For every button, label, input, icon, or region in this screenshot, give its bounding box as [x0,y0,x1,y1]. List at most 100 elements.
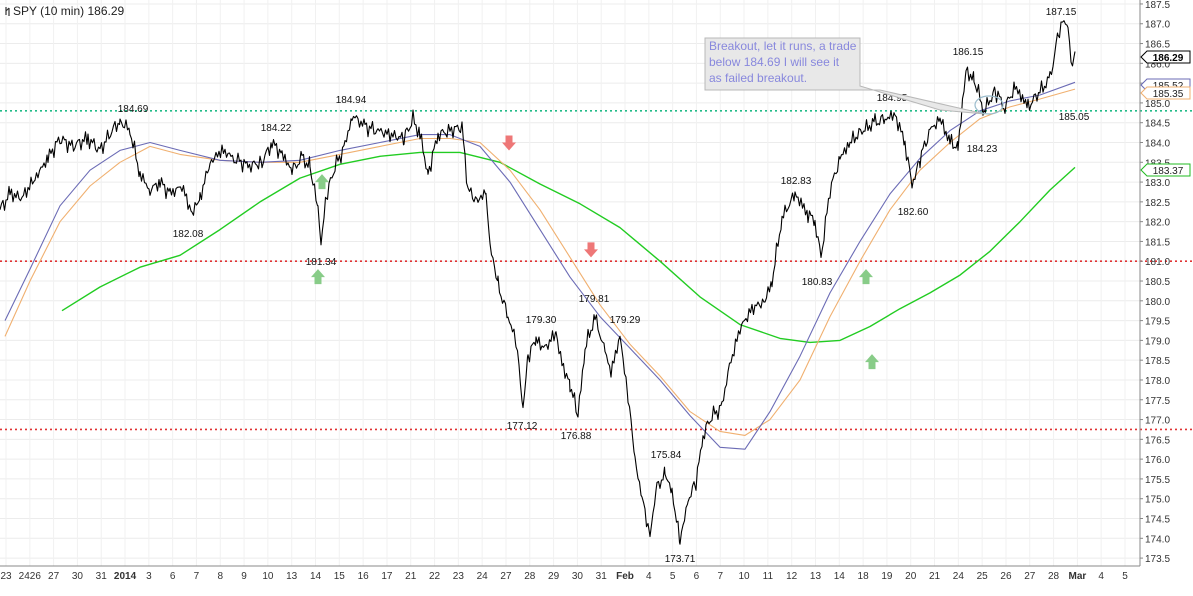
x-tick-label: 17 [381,571,393,582]
price-label: 186.15 [953,47,984,58]
x-tick-label: 29 [548,571,560,582]
x-tick-label: 6 [694,571,700,582]
price-label: 184.22 [261,123,292,134]
y-tick-label: 177.5 [1145,396,1170,407]
arrows [311,135,879,370]
series-price [0,20,1076,545]
x-tick-label: 3 [146,571,152,582]
y-tick-label: 187.5 [1145,0,1170,11]
x-tick-label: 11 [763,571,774,582]
y-tick-label: 179.5 [1145,317,1170,328]
price-label: 187.15 [1046,7,1077,18]
x-tick-label: 14 [310,571,322,582]
price-label: 179.81 [579,294,610,305]
annotation-bubble [704,37,986,115]
x-tick-label: 21 [929,571,941,582]
x-tick-label: 27 [1024,571,1036,582]
y-tick-label: 179.0 [1145,336,1170,347]
y-tick-label: 185.0 [1145,99,1170,110]
x-tick-label: 10 [739,571,751,582]
y-tick-label: 182.0 [1145,218,1170,229]
price-label: 179.29 [610,315,641,326]
x-tick-label: 24 [477,571,489,582]
y-tick-label: 176.0 [1145,455,1170,466]
x-tick-label: 14 [834,571,846,582]
y-tick-label: 183.0 [1145,178,1170,189]
y-tick-label: 174.5 [1145,515,1170,526]
y-tick-label: 173.5 [1145,554,1170,565]
price-label: 176.88 [561,431,592,442]
chart-header: SPY (10 min) 186.29 [5,4,125,18]
axis-marker-box [1140,50,1191,64]
x-tick-label: 2426 [19,571,42,582]
price-labels: 184.69 184.22 182.08 181.34 184.94 179.30 177.… [118,7,1090,565]
y-tick-label: 175.5 [1145,475,1170,486]
x-tick-label: 30 [572,571,584,582]
price-label: 179.30 [526,315,557,326]
arrow-down-icon [584,242,598,258]
y-tick-label: 186.0 [1145,59,1170,70]
x-tick-label: 25 [977,571,989,582]
price-label: 184.94 [336,95,367,106]
arrow-up-icon [315,174,329,190]
series-ma_blue [4,81,1076,450]
x-tick-label: Feb [616,571,634,582]
price-label: 180.83 [802,277,833,288]
x-tick-label: 7 [717,571,723,582]
x-tick-label: Mar [1068,571,1086,582]
y-tick-label: 180.5 [1145,277,1170,288]
x-tick-label: 21 [405,571,417,582]
y-tick-label: 175.0 [1145,495,1170,506]
x-tick-label: 13 [286,571,298,582]
x-tick-label: 27 [48,571,60,582]
price-label: 173.71 [665,554,696,565]
arrow-up-icon [859,269,873,285]
chart-type-icon [5,7,10,16]
x-tick-label: 6 [170,571,176,582]
x-tick-label: 23 [0,571,12,582]
x-tick-label: 15 [334,571,346,582]
x-tick-label: 20 [905,571,917,582]
x-tick-label: 4 [1098,571,1104,582]
y-tick-label: 187.0 [1145,20,1170,31]
price-label: 184.69 [118,104,149,115]
arrow-down-icon [502,135,516,151]
price-label: 185.05 [1059,112,1090,123]
x-tick-label: 31 [596,571,608,582]
price-label: 181.34 [306,257,337,268]
series-ma_orange [4,88,1076,436]
y-tick-label: 181.5 [1145,237,1170,248]
axis-marker-box [1140,86,1191,100]
annotation: Breakout, let it runs, a trade below 184… [704,37,1004,115]
x-tick-label: 23 [453,571,465,582]
x-tick-label: 13 [810,571,822,582]
x-tick-label: 26 [1000,571,1012,582]
x-tick-label: 22 [429,571,441,582]
y-tick-label: 178.0 [1145,376,1170,387]
chart-title: SPY (10 min) 186.29 [13,4,125,18]
price-label: 182.83 [781,176,812,187]
x-tick-label: 18 [858,571,870,582]
x-tick-label: 5 [670,571,676,582]
axis-marker-box [1140,163,1191,177]
breakout-circle [974,95,1004,115]
series-lines [0,20,1076,545]
price-label: 175.84 [651,450,682,461]
x-tick-label: 16 [358,571,370,582]
arrow-up-icon [865,354,879,370]
price-label: 177.12 [507,421,538,432]
support-resistance-levels [0,110,1193,431]
axis-marker-label: 183.37 [1153,166,1184,177]
y-tick-label: 174.0 [1145,534,1170,545]
y-tick-label: 181.0 [1145,257,1170,268]
x-tick-label: 28 [1048,571,1060,582]
y-tick-label: 186.5 [1145,40,1170,51]
x-tick-label: 9 [241,571,247,582]
series-ma_green [61,151,1076,344]
y-tick-label: 177.0 [1145,416,1170,427]
x-tick-label: 28 [524,571,536,582]
annotation-line-2: below 184.69 I will see it [709,55,840,69]
